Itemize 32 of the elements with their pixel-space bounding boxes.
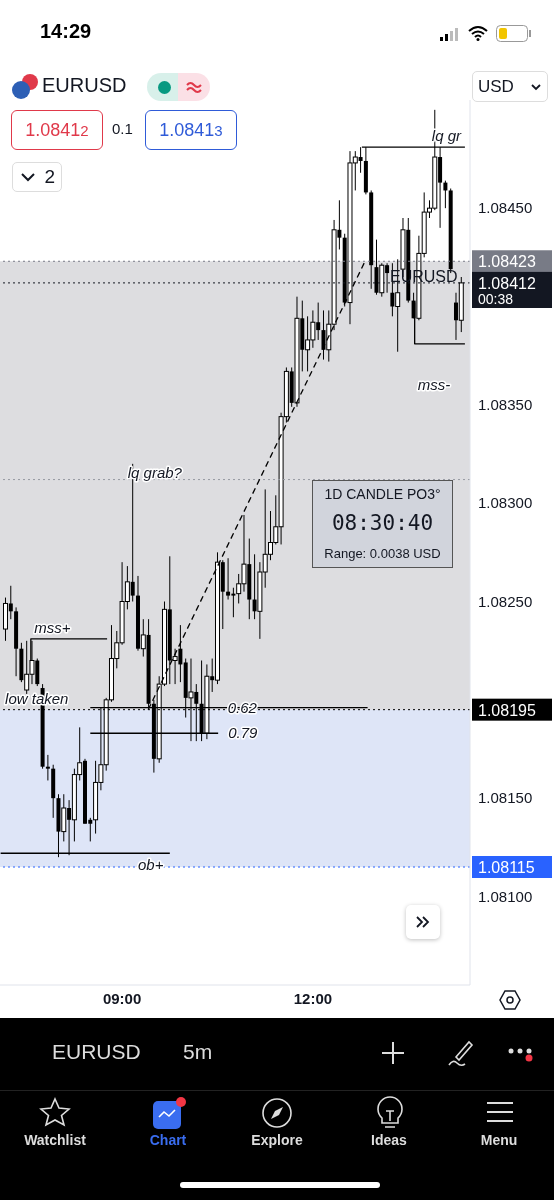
chart-title: EURUSD [42,74,127,97]
ref-line-label: 1.08423 [478,253,536,271]
text: Menu [479,1132,519,1148]
x-tick-label: 09:00 [102,989,142,1007]
annotation: 08:30:40 [312,505,453,541]
y-tick-label: 1.08450 [478,199,533,217]
ref-line-label: 1.08115 [478,859,535,876]
annotation: mss+ [34,618,71,636]
text: 00:38 [472,290,552,308]
annotation: 1D CANDLE PO3° [312,480,453,507]
y-tick-label: 1.08150 [478,789,533,807]
annotation: mss- [417,375,451,393]
annotation: Range: 0.0038 USD [312,540,453,568]
annotation: 0.79 [228,724,258,742]
text: EURUSD [52,1040,141,1064]
text: 5m [183,1040,213,1064]
text: USD [472,71,548,102]
ref-line-label: 1.08412 [478,274,536,292]
y-tick-label: 1.08350 [478,396,533,414]
x-tick-label: 12:00 [293,989,333,1007]
text: Ideas [370,1132,408,1148]
y-tick-label: 1.08100 [478,887,533,905]
ref-line-label: 1.08195 [478,701,536,719]
text: Chart [148,1132,188,1148]
annotation: ob+ [138,856,164,874]
text: Explore [250,1132,304,1148]
annotation: 0.1 [112,120,133,137]
annotation: 2 [12,162,62,192]
text: 14:29 [40,20,92,43]
text: Watchlist [23,1132,87,1148]
y-tick-label: 1.08250 [478,592,533,610]
y-tick-label: 1.08300 [478,494,533,512]
